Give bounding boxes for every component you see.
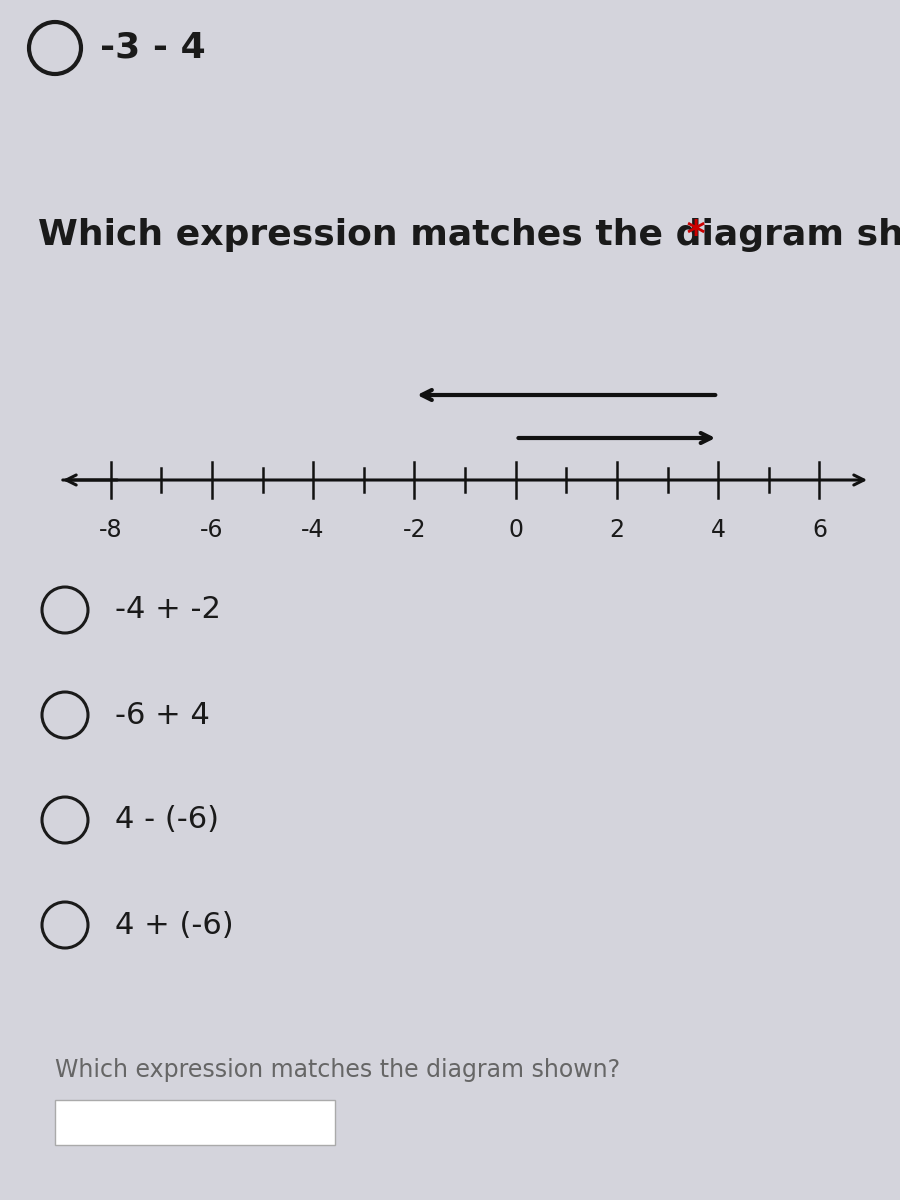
Text: 4 - (-6): 4 - (-6) [115, 805, 219, 834]
Text: Which expression matches the diagram shown?: Which expression matches the diagram sho… [38, 218, 900, 252]
Text: 0: 0 [508, 518, 523, 542]
Text: -2: -2 [402, 518, 426, 542]
Text: -4 + -2: -4 + -2 [115, 595, 220, 624]
Text: -6: -6 [200, 518, 223, 542]
FancyBboxPatch shape [55, 1100, 335, 1145]
Text: -8: -8 [99, 518, 122, 542]
Text: 6: 6 [812, 518, 827, 542]
Text: 2: 2 [609, 518, 625, 542]
Text: *: * [674, 218, 706, 252]
Text: -6 + 4: -6 + 4 [115, 701, 210, 730]
Text: -3 - 4: -3 - 4 [100, 31, 206, 65]
Text: -4: -4 [302, 518, 325, 542]
Text: Which expression matches the diagram shown?: Which expression matches the diagram sho… [55, 1058, 620, 1082]
Text: 4: 4 [711, 518, 725, 542]
Text: 4 + (-6): 4 + (-6) [115, 911, 234, 940]
